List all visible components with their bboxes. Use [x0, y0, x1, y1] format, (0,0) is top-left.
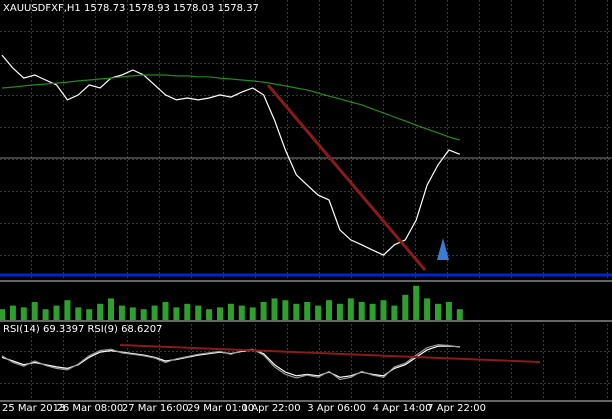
trendline — [266, 84, 427, 271]
volume-bar — [118, 305, 125, 320]
volume-bar — [75, 307, 82, 320]
volume-bar — [347, 298, 354, 320]
volume-bar — [271, 298, 278, 320]
x-tick-label: 29 Mar 01:00 — [187, 403, 254, 414]
volume-bar — [293, 303, 300, 320]
volume-bar — [151, 305, 158, 320]
series-line — [1, 54, 461, 256]
volume-bar — [315, 305, 322, 320]
volume-bar — [435, 303, 441, 320]
x-tick-label: 27 Mar 16:00 — [122, 403, 189, 414]
volume-bar — [260, 302, 267, 320]
price-grid — [0, 0, 612, 280]
volume-bar — [424, 298, 431, 320]
volume-bar — [413, 285, 420, 320]
volume-bar — [217, 307, 223, 320]
volume-bar — [249, 307, 256, 320]
volume-bar — [304, 302, 311, 320]
volume-bar — [97, 303, 104, 320]
volume-bar — [140, 309, 147, 320]
volume-bar — [456, 309, 463, 320]
volume-bar — [445, 302, 452, 320]
volume-bar — [86, 309, 93, 320]
volume-bar — [402, 294, 409, 320]
x-tick-label: 4 Apr 14:00 — [373, 403, 432, 414]
volume-bar — [42, 309, 49, 320]
volume-bar — [53, 305, 60, 320]
volume-bar — [9, 305, 16, 320]
volume-bar — [162, 302, 169, 320]
volume-bar — [336, 303, 343, 320]
rsi-trendline — [119, 344, 541, 363]
chart-title: XAUUSDFXF,H1 1578.73 1578.93 1578.03 157… — [3, 3, 259, 14]
volume-bar — [195, 305, 202, 320]
volume-bar — [391, 305, 398, 320]
volume-bar — [64, 300, 71, 320]
volume-bar — [358, 302, 365, 320]
series-line — [1, 74, 460, 141]
volume-bar — [282, 300, 289, 320]
plot-area — [0, 54, 463, 381]
x-tick-label: 3 Apr 06:00 — [307, 403, 366, 414]
volume-bar — [238, 305, 245, 320]
volume-bar — [184, 303, 191, 320]
volume-bar — [173, 307, 180, 320]
x-tick-label: 7 Apr 22:00 — [427, 403, 486, 414]
x-tick-label: 1 Apr 22:00 — [242, 403, 301, 414]
volume-bar — [108, 298, 114, 320]
volume-bar — [20, 307, 27, 320]
volume-bar — [206, 309, 213, 320]
volume-bar — [380, 300, 387, 320]
volume-bar — [31, 302, 38, 320]
series-line — [1, 344, 460, 381]
x-tick-label: 25 Mar 2013 — [2, 403, 65, 414]
series-line — [1, 345, 460, 378]
volume-bar — [129, 307, 136, 320]
volume-bar — [227, 303, 234, 320]
volume-bar — [0, 309, 5, 320]
arrow-icon — [437, 238, 449, 260]
x-tick-label: 26 Mar 08:00 — [57, 403, 124, 414]
rsi-title: RSI(14) 69.3397 RSI(9) 68.6207 — [3, 324, 162, 335]
volume-bar — [326, 300, 332, 320]
volume-bar — [369, 303, 376, 320]
